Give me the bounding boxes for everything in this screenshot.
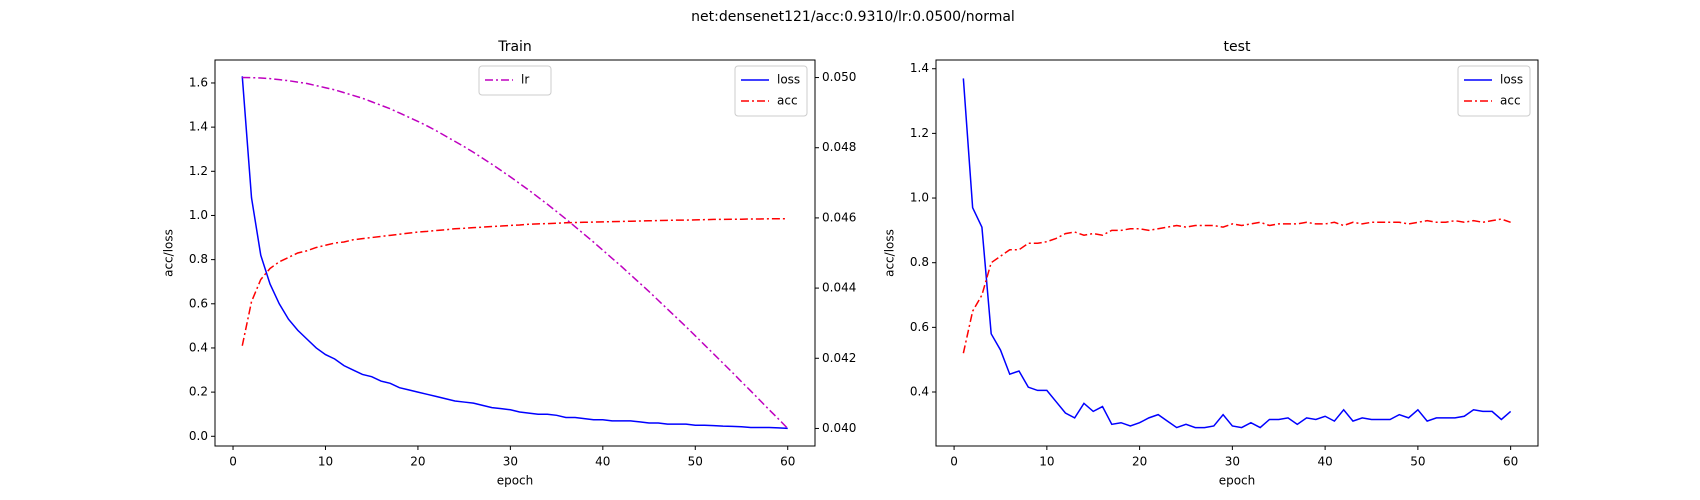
legend: loss acc	[1457, 65, 1531, 117]
axes-frame	[214, 59, 816, 447]
x-axis-label: epoch	[1219, 474, 1256, 488]
y2-tick-label: 0.042	[822, 351, 856, 365]
y-tick-label: 0.6	[189, 296, 208, 310]
x-tick-label: 20	[410, 455, 425, 469]
series-line	[962, 218, 1511, 354]
y-tick-label: 0.0	[189, 429, 208, 443]
y2-tick-label: 0.046	[822, 210, 856, 224]
legend-label: loss	[777, 73, 800, 87]
y-tick-label: 1.0	[189, 208, 208, 222]
x-tick-label: 60	[1503, 455, 1518, 469]
figure-title: net:densenet121/acc:0.9310/lr:0.0500/nor…	[691, 9, 1015, 25]
y-tick-label: 0.4	[189, 340, 208, 354]
x-tick-label: 10	[318, 455, 333, 469]
x-tick-label: 50	[1410, 455, 1425, 469]
x-tick-label: 60	[780, 455, 795, 469]
x-tick-label: 0	[229, 455, 237, 469]
axes-title: test	[1224, 39, 1251, 55]
y-tick-label: 0.8	[189, 252, 208, 266]
legend-box	[478, 65, 552, 96]
x-tick-label: 30	[503, 455, 518, 469]
x-tick-label: 40	[1317, 455, 1332, 469]
y2-tick-label: 0.050	[822, 70, 856, 84]
x-tick-label: 50	[688, 455, 703, 469]
axes-frame	[935, 59, 1539, 447]
x-tick-label: 40	[595, 455, 610, 469]
x-tick-label: 0	[950, 455, 958, 469]
legend-label: acc	[1500, 94, 1521, 108]
series-line	[241, 76, 788, 430]
y2-tick-label: 0.040	[822, 421, 856, 435]
y-tick-label: 0.8	[910, 255, 929, 269]
legend-box	[1457, 65, 1531, 117]
y-tick-label: 1.2	[910, 126, 929, 140]
y-tick-label: 0.6	[910, 320, 929, 334]
series-line	[962, 78, 1512, 429]
plot-area: 0 10 20 30 40 50 60 0.0 0.2 0.4 0.6 0.8 1.0 1.2 1.4 1.6…	[162, 39, 857, 488]
series-line	[242, 76, 789, 429]
legend-label: lr	[521, 73, 529, 87]
y-tick-label: 1.2	[189, 164, 208, 178]
legend-label: acc	[777, 94, 798, 108]
x-tick-label: 10	[1039, 455, 1054, 469]
x-tick-label: 20	[1132, 455, 1147, 469]
y-tick-label: 1.4	[189, 120, 208, 134]
legend: loss acc	[734, 65, 808, 117]
y-tick-label: 1.6	[189, 75, 208, 89]
x-axis-label: epoch	[497, 474, 534, 488]
axes-title: Train	[497, 39, 532, 55]
plot-area: 0 10 20 30 40 50 60 0.4 0.6 0.8 1.0 1.2 1.4 test epoch…	[883, 39, 1539, 488]
y2-tick-label: 0.044	[822, 281, 856, 295]
y-tick-label: 1.4	[910, 61, 929, 75]
y-tick-label: 0.2	[189, 385, 208, 399]
x-tick-label: 30	[1225, 455, 1240, 469]
y-axis-label: acc/loss	[883, 229, 897, 277]
legend-label: loss	[1500, 73, 1523, 87]
y-tick-label: 0.4	[910, 385, 929, 399]
y-tick-label: 1.0	[910, 191, 929, 205]
legend-box	[734, 65, 808, 117]
series-line	[241, 218, 788, 346]
y-axis-label: acc/loss	[162, 229, 176, 277]
y2-tick-label: 0.048	[822, 140, 856, 154]
legend: lr	[478, 65, 552, 96]
